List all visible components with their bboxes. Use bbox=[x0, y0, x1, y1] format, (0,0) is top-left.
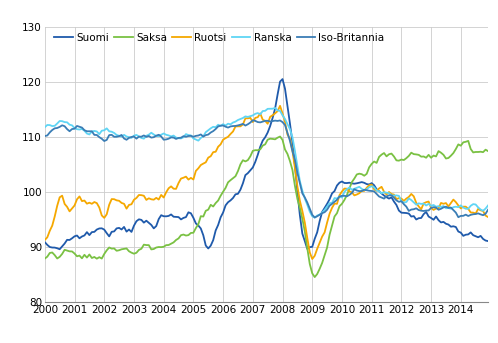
Suomi bbox=[57, 247, 63, 251]
Suomi bbox=[213, 228, 219, 233]
Saksa bbox=[49, 250, 55, 255]
Iso-Britannia bbox=[133, 137, 139, 141]
Ruotsi bbox=[210, 150, 216, 154]
Ranska bbox=[49, 124, 55, 128]
Ruotsi bbox=[49, 224, 55, 228]
Ruotsi bbox=[475, 207, 481, 211]
Ranska bbox=[133, 133, 139, 137]
Ruotsi bbox=[277, 104, 283, 108]
Iso-Britannia bbox=[475, 211, 481, 215]
Line: Iso-Britannia: Iso-Britannia bbox=[45, 120, 488, 217]
Ranska bbox=[312, 216, 318, 220]
Saksa bbox=[475, 150, 481, 154]
Suomi bbox=[49, 246, 55, 250]
Ruotsi bbox=[309, 257, 315, 261]
Ranska bbox=[441, 204, 447, 208]
Ranska bbox=[94, 129, 100, 133]
Ruotsi bbox=[133, 196, 139, 200]
Iso-Britannia bbox=[42, 134, 48, 138]
Suomi bbox=[42, 240, 48, 244]
Saksa bbox=[312, 275, 318, 279]
Iso-Britannia bbox=[210, 129, 216, 133]
Saksa bbox=[485, 149, 491, 153]
Suomi bbox=[485, 239, 491, 243]
Saksa bbox=[133, 251, 139, 255]
Ranska bbox=[210, 125, 216, 129]
Suomi bbox=[136, 217, 142, 221]
Saksa bbox=[441, 153, 447, 157]
Iso-Britannia bbox=[312, 215, 318, 220]
Ruotsi bbox=[485, 215, 491, 219]
Iso-Britannia bbox=[485, 208, 491, 212]
Line: Suomi: Suomi bbox=[45, 79, 488, 249]
Iso-Britannia bbox=[250, 118, 256, 122]
Iso-Britannia bbox=[49, 128, 55, 132]
Iso-Britannia bbox=[94, 133, 100, 137]
Ranska bbox=[475, 205, 481, 210]
Suomi bbox=[475, 235, 481, 239]
Legend: Suomi, Saksa, Ruotsi, Ranska, Iso-Britannia: Suomi, Saksa, Ruotsi, Ranska, Iso-Britan… bbox=[54, 33, 384, 43]
Ranska bbox=[42, 125, 48, 129]
Suomi bbox=[441, 220, 447, 224]
Suomi bbox=[96, 226, 102, 230]
Iso-Britannia bbox=[441, 205, 447, 210]
Line: Ranska: Ranska bbox=[45, 108, 488, 218]
Ranska bbox=[485, 203, 491, 208]
Line: Saksa: Saksa bbox=[45, 137, 488, 277]
Ruotsi bbox=[94, 201, 100, 205]
Ruotsi bbox=[441, 202, 447, 206]
Saksa bbox=[42, 257, 48, 261]
Saksa bbox=[210, 204, 216, 209]
Suomi bbox=[279, 77, 285, 81]
Ruotsi bbox=[42, 238, 48, 242]
Line: Ruotsi: Ruotsi bbox=[45, 106, 488, 259]
Saksa bbox=[277, 134, 283, 139]
Saksa bbox=[94, 257, 100, 261]
Ranska bbox=[272, 106, 278, 110]
